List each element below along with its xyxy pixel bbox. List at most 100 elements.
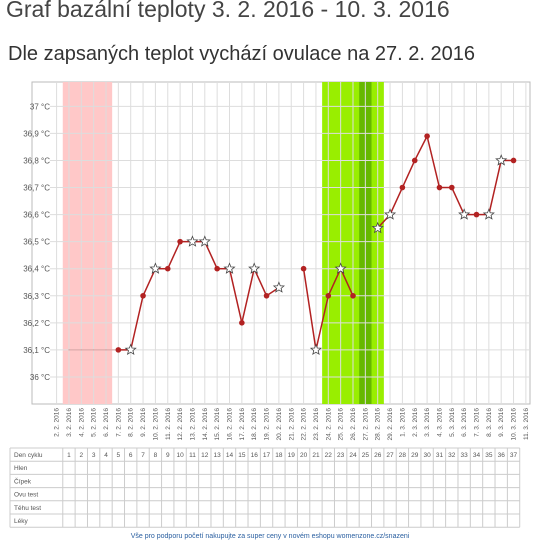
cycle-day: 5 <box>117 452 121 459</box>
point <box>177 238 183 245</box>
line-segment <box>451 187 465 215</box>
x-tick-label: 20. 2. 2016 <box>276 408 283 441</box>
x-tick-label: 6. 2. 2016 <box>103 408 110 437</box>
point <box>510 157 517 164</box>
point <box>473 211 480 218</box>
cycle-day: 21 <box>312 452 320 459</box>
line-segment <box>142 268 157 297</box>
cycle-day: 10 <box>176 452 184 459</box>
y-tick-label: 36,3 °C <box>23 292 50 301</box>
line-segment <box>204 241 218 270</box>
line-segment <box>401 160 416 188</box>
cycle-day: 19 <box>288 452 296 459</box>
star-point <box>371 221 384 234</box>
line-segment <box>389 187 404 215</box>
line-segment <box>253 268 268 297</box>
y-tick-label: 36,9 °C <box>23 129 50 138</box>
bands <box>62 82 384 404</box>
chart-subtitle: Dle zapsaných teplot vychází ovulace na … <box>8 43 475 65</box>
x-tick-label: 10. 3. 2016 <box>511 408 518 441</box>
star-point <box>272 281 285 293</box>
x-tick-label: 25. 2. 2016 <box>338 408 345 441</box>
row-label: Den cyklu <box>14 452 43 459</box>
chart-title: Graf bazální teploty 3. 2. 2016 - 10. 3.… <box>6 0 450 22</box>
cycle-day: 26 <box>374 452 382 459</box>
star-point <box>149 262 162 274</box>
x-tick-label: 16. 2. 2016 <box>227 408 234 441</box>
y-tick-label: 37 °C <box>30 102 50 111</box>
line-segment <box>167 241 181 270</box>
row-label: Hlen <box>14 465 28 472</box>
x-tick-label: 15. 2. 2016 <box>214 408 221 441</box>
y-tick-label: 36,8 °C <box>23 156 50 165</box>
point <box>263 292 270 299</box>
star-point <box>334 262 347 274</box>
x-tick-label: 5. 3. 2016 <box>449 408 456 437</box>
x-tick-label: 13. 2. 2016 <box>189 408 196 441</box>
cycle-day: 22 <box>325 452 333 459</box>
cycle-day: 2 <box>79 452 83 459</box>
cycle-day: 37 <box>510 452 518 459</box>
cycle-day: 24 <box>349 452 357 459</box>
highlight-band <box>62 82 113 404</box>
y-tick-label: 36,5 °C <box>23 238 50 247</box>
point <box>214 265 220 272</box>
hidden-point <box>105 349 107 351</box>
cycle-day: 8 <box>154 452 158 459</box>
x-tick-label: 8. 3. 2016 <box>486 408 493 437</box>
line-segment <box>339 268 354 297</box>
point <box>164 265 171 272</box>
x-tick-label: 17. 2. 2016 <box>239 408 246 441</box>
line-segment <box>129 295 144 351</box>
star-point <box>482 208 495 220</box>
cycle-day: 34 <box>473 452 481 459</box>
x-tick-label: 12. 2. 2016 <box>177 408 184 441</box>
hidden-point <box>68 349 70 351</box>
point <box>115 347 122 353</box>
cycle-day: 36 <box>498 452 506 459</box>
x-tick-label: 29. 2. 2016 <box>387 408 394 441</box>
cycle-day: 17 <box>263 452 271 459</box>
line-segment <box>488 160 502 215</box>
y-tick-label: 36,4 °C <box>23 265 50 274</box>
star-point <box>383 208 397 220</box>
x-tick-label: 24. 2. 2016 <box>325 408 332 441</box>
line-segment <box>302 268 317 350</box>
cycle-day: 23 <box>337 452 345 459</box>
x-tick-label: 19. 2. 2016 <box>264 408 271 441</box>
x-tick-label: 14. 2. 2016 <box>202 408 209 441</box>
x-tick-label: 3. 2. 2016 <box>66 408 73 437</box>
x-tick-label: 9. 3. 2016 <box>498 408 505 437</box>
cycle-day: 4 <box>104 452 108 459</box>
x-tick-label: 2. 3. 2016 <box>412 408 419 437</box>
x-tick-label: 10. 2. 2016 <box>152 408 159 441</box>
line-segment <box>241 268 255 323</box>
cycle-day: 3 <box>92 452 96 459</box>
x-tick-label: 4. 3. 2016 <box>436 408 443 437</box>
cycle-day: 25 <box>362 452 370 459</box>
line-segment <box>414 135 428 161</box>
cycle-day: 16 <box>251 452 259 459</box>
line-segment <box>315 295 330 351</box>
point <box>399 184 406 191</box>
x-tick-label: 9. 2. 2016 <box>140 408 147 437</box>
x-tick-label: 11. 2. 2016 <box>165 408 172 440</box>
cycle-day: 28 <box>399 452 407 459</box>
cycle-day: 27 <box>386 452 394 459</box>
x-tick-label: 21. 2. 2016 <box>288 408 295 441</box>
x-tick-label: 11. 3. 2016 <box>523 408 530 440</box>
cycle-day: 18 <box>275 452 283 459</box>
point <box>350 292 356 299</box>
row-label: Léky <box>14 518 28 525</box>
x-tick-label: 18. 2. 2016 <box>251 408 258 441</box>
x-tick-label: 7. 3. 2016 <box>474 408 481 437</box>
plot-frame <box>31 81 531 405</box>
star-point <box>124 343 137 356</box>
star-point <box>186 235 199 247</box>
x-tick-label: 8. 2. 2016 <box>128 408 135 437</box>
x-tick-label: 26. 2. 2016 <box>350 408 357 441</box>
row-label: Čípek <box>14 476 32 485</box>
x-tick-label: 1. 3. 2016 <box>399 408 406 437</box>
x-tick-label: 4. 2. 2016 <box>78 408 85 437</box>
